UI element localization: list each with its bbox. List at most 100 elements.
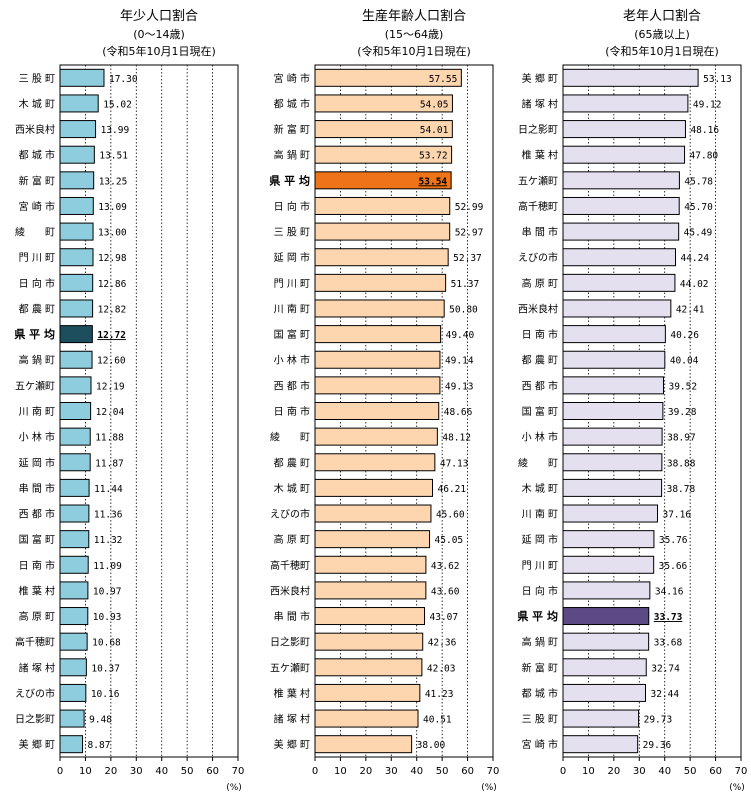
bar [59,376,92,395]
bar [59,683,87,702]
category-label: 日之影町 [15,713,55,726]
bar [562,658,647,677]
value-label: 49.12 [693,99,722,110]
value-label: 13.99 [101,125,130,136]
category-label: 串 間 市 [522,226,558,239]
category-label: 小 林 市 [19,431,55,444]
value-label: 43.07 [430,612,459,623]
category-label: 高 鍋 町 [274,149,310,162]
x-unit-label: (%) [226,783,242,793]
category-label: 高 原 町 [522,277,558,290]
value-label: 43.62 [431,561,460,572]
bar [314,273,447,292]
chart-panel-1: 年少人口割合 (0～14歳) (令和5年10月1日現在) 0 10 20 30 40 50 60 7… [14,8,244,793]
bar [59,196,94,215]
category-label: 新 富 町 [19,174,55,187]
value-label: 11.09 [93,561,122,572]
value-label: 43.60 [431,586,460,597]
category-label: 高 原 町 [19,610,55,623]
category-label: 西 都 市 [274,379,310,392]
bar [59,94,99,113]
category-label: 宮 崎 市 [522,738,558,751]
value-label: 48.66 [444,407,473,418]
value-label: 45.60 [436,510,465,521]
category-label: 高 鍋 町 [19,354,55,367]
value-label-average: 12.72 [97,330,126,341]
bar [562,555,655,574]
value-label: 12.60 [97,356,126,367]
value-label: 40.04 [670,356,699,367]
category-label: 五ケ瀬町 [270,662,310,674]
category-label: 国 富 町 [522,405,558,418]
bar [562,196,680,215]
bar [562,530,655,549]
category-label: 門 川 町 [522,560,558,572]
value-label: 32.44 [650,689,679,700]
x-unit-label: (%) [729,783,745,793]
value-label: 13.51 [99,151,128,162]
category-label: 日 南 市 [19,559,55,572]
category-label-average: 県 平 均 [517,609,558,623]
value-label: 11.36 [94,510,123,521]
category-label: 高千穂町 [518,200,558,213]
chart-subtitle: (15～64歳) [385,28,444,41]
category-label: 国 富 町 [19,533,55,546]
x-tick-label: 0 [560,766,566,777]
x-tick-label: 40 [155,766,168,777]
value-label: 52.97 [455,228,484,239]
bar [562,376,664,395]
value-label: 10.93 [93,612,122,623]
value-label: 13.25 [99,176,128,187]
bar [314,478,434,497]
category-label: 三 股 町 [19,73,55,85]
category-label: 小 林 市 [522,431,558,444]
category-label: 諸 塚 村 [522,97,558,110]
category-label-average: 県 平 均 [269,173,310,187]
value-label: 9.48 [89,715,112,726]
x-tick-label: 60 [461,766,474,777]
x-tick-label: 60 [709,766,722,777]
value-label: 42.41 [676,304,705,315]
bar [314,581,427,600]
value-label: 49.14 [445,356,474,367]
bar [562,68,699,87]
value-label: 10.37 [91,663,120,674]
bar [562,350,666,369]
bar [562,735,639,754]
value-label: 29.73 [644,715,673,726]
value-label: 57.55 [429,74,458,85]
bar [59,145,95,164]
value-label: 44.02 [680,279,709,290]
category-label: 木 城 町 [274,483,310,495]
bar [59,273,94,292]
bar [314,145,453,164]
bar [314,427,438,446]
value-label: 10.16 [91,689,120,700]
bar [314,325,442,344]
value-label: 48.16 [690,125,719,136]
chart-subtitle: (0～14歳) [133,28,185,41]
value-label: 17.30 [109,74,138,85]
bar [314,555,427,574]
category-label: 門 川 町 [274,278,310,290]
chart-title: 年少人口割合 [120,8,198,24]
category-label: 日 向 市 [19,277,55,290]
category-label: 宮 崎 市 [274,72,310,85]
bar [562,478,663,497]
bar [314,735,413,754]
category-label: 高 鍋 町 [522,636,558,649]
x-tick-label: 40 [410,766,423,777]
bar [59,607,89,626]
bar [562,273,676,292]
value-label: 45.05 [435,535,464,546]
bar [59,427,91,446]
x-tick-label: 10 [334,766,347,777]
value-label-average: 33.73 [654,612,683,623]
category-label: 串 間 市 [19,482,55,495]
value-label: 45.78 [684,176,713,187]
chart-panel-2: 生産年齢人口割合 (15～64歳) (令和5年10月1日現在) 0 10 20 30 40 50… [269,8,499,793]
bar [314,68,462,87]
category-label: 美 郷 町 [274,738,310,751]
category-label: 西 都 市 [19,508,55,521]
category-label: 三 股 町 [522,714,558,726]
